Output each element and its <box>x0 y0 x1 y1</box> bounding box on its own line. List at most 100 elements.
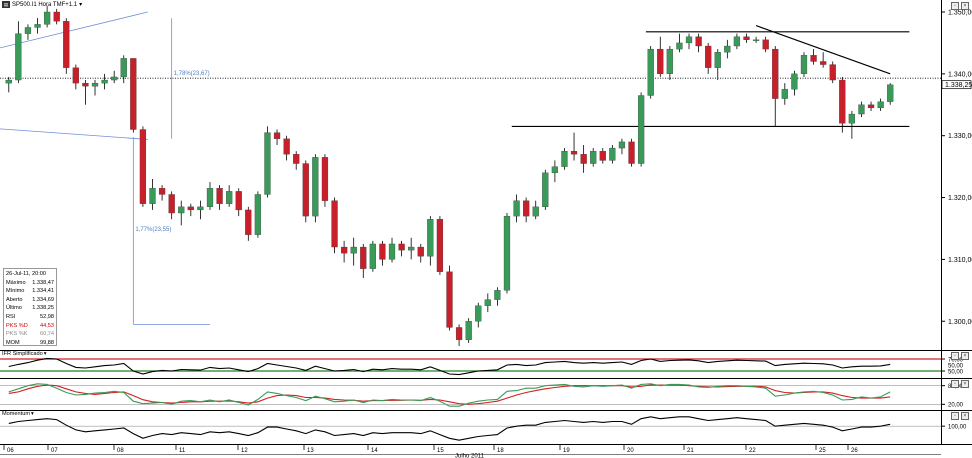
price-axis-label: 1.310,00 <box>948 257 972 264</box>
chevron-down-icon[interactable]: ▾ <box>79 2 83 8</box>
info-label: MOM <box>6 339 20 346</box>
candle-body <box>647 48 654 96</box>
info-value: 1.334,41 <box>32 288 54 295</box>
time-axis-label: 11 <box>179 448 186 454</box>
candle-body <box>561 151 568 167</box>
candle-body <box>226 191 233 204</box>
price-axis-label: 1.340,00 <box>948 71 972 78</box>
chevron-down-icon[interactable]: ▾ <box>30 411 34 417</box>
indicator-axis-label: 50,00 <box>948 363 964 369</box>
candle-body <box>887 84 894 102</box>
candle-body <box>455 327 463 340</box>
info-label: Último <box>6 305 22 312</box>
data-window: 26-Jul-11, 20:00 Máximo 1.338,47 Mínimo 1.… <box>3 268 57 346</box>
close-icon[interactable]: × <box>961 380 969 388</box>
candle-body <box>810 55 817 62</box>
time-axis-label: 07 <box>51 448 58 454</box>
candle-body <box>666 48 673 75</box>
candle-body <box>609 147 616 161</box>
price-axis-label: 1.350,00 <box>948 10 972 17</box>
time-axis-label: 08 <box>117 448 124 454</box>
candle-body <box>877 101 884 109</box>
info-date: 26-Jul-11, 20:00 <box>6 271 47 277</box>
candle-body <box>206 188 214 207</box>
candle-body <box>599 151 606 161</box>
rsi-panel-label[interactable]: IFR Simplificado ▾ <box>2 351 47 357</box>
candle-body <box>676 42 683 50</box>
info-value: 60,74 <box>40 331 54 338</box>
candle-body <box>446 271 453 328</box>
indicator-axis-label: 70,00 <box>948 357 964 363</box>
candle-body <box>637 95 645 164</box>
info-value: 99,88 <box>40 339 54 346</box>
maximize-icon[interactable]: ▫ <box>951 352 959 360</box>
close-icon[interactable]: × <box>961 412 969 420</box>
indicator-axis-label: 100,00 <box>948 424 967 430</box>
info-row: PKS %D 44,53 <box>6 322 54 331</box>
candle-body <box>752 39 760 41</box>
candle-body <box>312 157 319 217</box>
candle-body <box>685 36 693 44</box>
candle-body <box>168 194 175 214</box>
last-price-marker: 1.338,25 <box>941 80 972 89</box>
info-row: PKS %K 60,74 <box>6 330 54 339</box>
fib-label: 1,78%(23,67) <box>174 71 210 77</box>
candle-body <box>417 246 424 257</box>
candle-body <box>245 209 252 235</box>
candle-body <box>494 290 501 300</box>
candle-body <box>523 200 530 217</box>
candle-body <box>781 89 788 99</box>
candle-body <box>379 243 386 260</box>
momentum-panel-label[interactable]: Momentum ▾ <box>2 411 34 417</box>
candle-body <box>436 219 444 272</box>
candle-body <box>321 157 329 201</box>
candle-body <box>235 191 242 211</box>
candle-body <box>130 58 137 130</box>
candle-body <box>149 188 156 204</box>
time-axis-label: 14 <box>371 448 378 454</box>
time-axis-label: 21 <box>687 448 694 454</box>
candle-body <box>72 67 79 84</box>
maximize-icon[interactable]: ▫ <box>951 412 959 420</box>
candle-body <box>63 21 70 68</box>
time-axis-label: 12 <box>241 448 248 454</box>
candle-body <box>139 129 147 204</box>
close-icon[interactable]: × <box>961 2 969 10</box>
chevron-down-icon[interactable]: ▾ <box>43 351 47 357</box>
momentum-title: Momentum <box>2 411 30 417</box>
time-axis-label: 19 <box>563 448 570 454</box>
candle-body <box>273 132 281 139</box>
info-row: Último 1.338,25 <box>6 304 54 313</box>
info-label: Máximo <box>6 279 26 286</box>
candle-body <box>369 243 376 269</box>
candle-body <box>820 61 827 65</box>
maximize-icon[interactable]: ▫ <box>951 2 959 10</box>
trendline-drawings: 1,78%(23,67) 1,77%(23,55) <box>0 11 941 325</box>
time-axis-label: 26 <box>851 448 858 454</box>
info-label: Aberto <box>6 296 23 303</box>
candle-body <box>570 151 578 155</box>
info-label: PKS %K <box>6 331 28 338</box>
info-value: 52,98 <box>40 313 54 320</box>
time-axis-label: 13 <box>307 448 314 454</box>
chart-title[interactable]: ▤ SP500.I1 Hora TMF+1.1 ▾ <box>2 1 82 8</box>
fib-label: 1,77%(23,55) <box>135 227 171 233</box>
maximize-icon[interactable]: ▫ <box>951 380 959 388</box>
candle-body <box>724 45 731 53</box>
info-row: Máximo 1.338,47 <box>6 279 54 288</box>
candle-body <box>111 76 118 81</box>
candle-body <box>772 48 779 99</box>
candle-body <box>5 79 12 84</box>
candle-body <box>216 188 223 204</box>
momentum-panel: 100,00 <box>0 416 967 441</box>
close-icon[interactable]: × <box>961 352 969 360</box>
candle-body <box>331 200 338 248</box>
last-price-label: 1.338,25 <box>945 82 972 89</box>
info-value: 1.338,47 <box>32 279 54 286</box>
candle-body <box>264 132 271 195</box>
candle-body <box>350 246 357 254</box>
momentum-window-buttons: ▫ × <box>951 412 969 420</box>
price-axis: 1.350,00 1.340,00 1.330,00 1.320,00 1.310,00… <box>941 10 972 326</box>
